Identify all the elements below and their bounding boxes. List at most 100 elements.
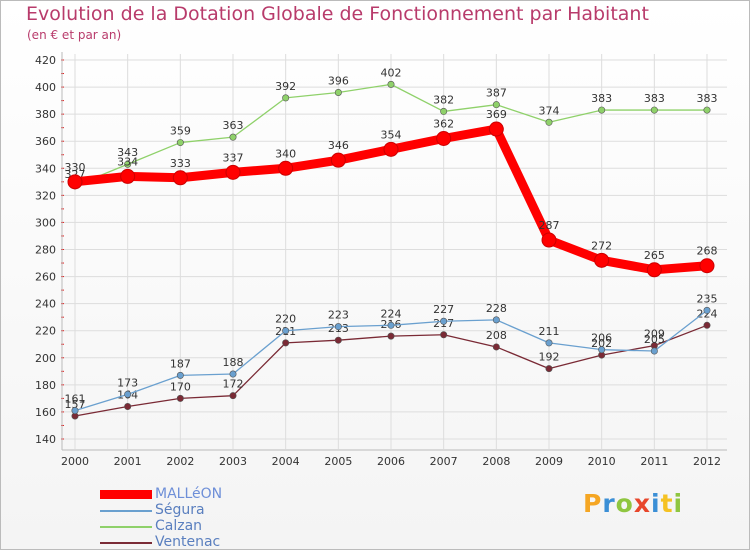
data-label-s-gura: 227 [433,303,454,316]
y-tick-label: 360 [35,135,56,148]
legend-swatch-segura [100,510,152,512]
data-point-s-gura [650,347,658,355]
data-label-s-gura: 211 [539,325,560,338]
data-point-ventenac [176,394,184,402]
data-label-s-gura: 228 [486,302,507,315]
data-point-mall-on [436,131,452,147]
data-label-calzan: 402 [381,66,402,79]
data-point-mall-on [699,258,715,274]
y-tick-label: 160 [35,406,56,419]
data-point-s-gura [334,323,342,331]
data-label-calzan: 382 [433,93,454,106]
data-label-s-gura: 205 [644,333,665,346]
data-point-mall-on [383,141,399,157]
data-point-calzan [492,101,500,109]
data-label-mall-on: 272 [591,239,612,252]
data-label-s-gura: 235 [697,292,718,305]
logo-letter: P [583,489,603,518]
data-label-ventenac: 202 [591,337,612,350]
data-point-s-gura [387,321,395,329]
x-tick-label: 2007 [430,455,458,468]
legend-swatch-malleon [100,490,152,499]
x-tick-label: 2000 [61,455,89,468]
data-label-calzan: 387 [486,87,507,100]
data-label-ventenac: 172 [223,378,244,391]
x-tick-label: 2003 [219,455,247,468]
data-label-calzan: 383 [644,92,665,105]
x-tick-label: 2001 [114,455,142,468]
data-label-mall-on: 340 [275,147,296,160]
data-label-calzan: 383 [697,92,718,105]
y-tick-label: 420 [35,54,56,67]
data-point-mall-on [541,232,557,248]
logo-letter: x [633,489,651,518]
y-tick-label: 260 [35,271,56,284]
logo-letter: o [615,489,634,518]
data-point-ventenac [387,332,395,340]
y-tick-label: 400 [35,81,56,94]
y-tick-label: 140 [35,433,56,446]
data-label-s-gura: 220 [275,313,296,326]
y-tick-label: 240 [35,298,56,311]
data-label-s-gura: 188 [223,356,244,369]
data-point-ventenac [124,403,132,411]
data-point-mall-on [120,168,136,184]
logo-letter: i [651,489,661,518]
data-point-s-gura [124,390,132,398]
data-point-mall-on [330,152,346,168]
data-point-s-gura [282,327,290,335]
legend-label-malleon: MALLéON [155,486,223,502]
x-tick-label: 2004 [272,455,300,468]
chart-subtitle: (en € et par an) [27,28,122,42]
data-label-calzan: 343 [117,146,138,159]
data-point-calzan [282,94,290,102]
data-label-s-gura: 173 [117,376,138,389]
data-label-mall-on: 287 [539,219,560,232]
data-point-s-gura [440,317,448,325]
data-label-s-gura: 223 [328,309,349,322]
y-tick-label: 200 [35,352,56,365]
x-tick-label: 2002 [166,455,194,468]
x-tick-label: 2009 [535,455,563,468]
data-label-calzan: 392 [275,80,296,93]
data-label-calzan: 383 [591,92,612,105]
data-point-calzan [440,107,448,115]
proxiti-logo: Proxiti [583,489,683,518]
data-point-s-gura [229,370,237,378]
data-point-s-gura [71,407,79,415]
x-tick-label: 2008 [482,455,510,468]
data-label-s-gura: 224 [381,307,402,320]
data-label-s-gura: 206 [591,332,612,345]
y-tick-label: 220 [35,325,56,338]
data-point-calzan [334,88,342,96]
data-label-calzan: 363 [223,119,244,132]
legend-swatch-ventenac [100,542,152,544]
y-tick-label: 180 [35,379,56,392]
data-point-ventenac [440,331,448,339]
y-tick-label: 280 [35,244,56,257]
data-label-s-gura: 161 [65,393,86,406]
data-point-calzan [598,106,606,114]
data-label-ventenac: 209 [644,328,665,341]
data-label-ventenac: 208 [486,329,507,342]
data-label-mall-on: 354 [381,128,402,141]
data-point-s-gura [703,306,711,314]
data-point-s-gura [598,346,606,354]
y-tick-label: 340 [35,162,56,175]
data-point-mall-on [172,170,188,186]
data-point-ventenac [282,339,290,347]
data-point-s-gura [545,339,553,347]
logo-letter: t [660,489,674,518]
data-point-calzan [387,80,395,88]
data-point-calzan [124,160,132,168]
y-tick-label: 300 [35,216,56,229]
data-label-mall-on: 265 [644,249,665,262]
data-label-calzan: 374 [539,104,560,117]
data-label-ventenac: 170 [170,380,191,393]
data-point-s-gura [492,316,500,324]
data-label-mall-on: 330 [65,161,86,174]
legend-label-ventenac: Ventenac [155,534,221,550]
legend-label-segura: Ségura [155,502,205,518]
data-label-calzan: 396 [328,74,349,87]
